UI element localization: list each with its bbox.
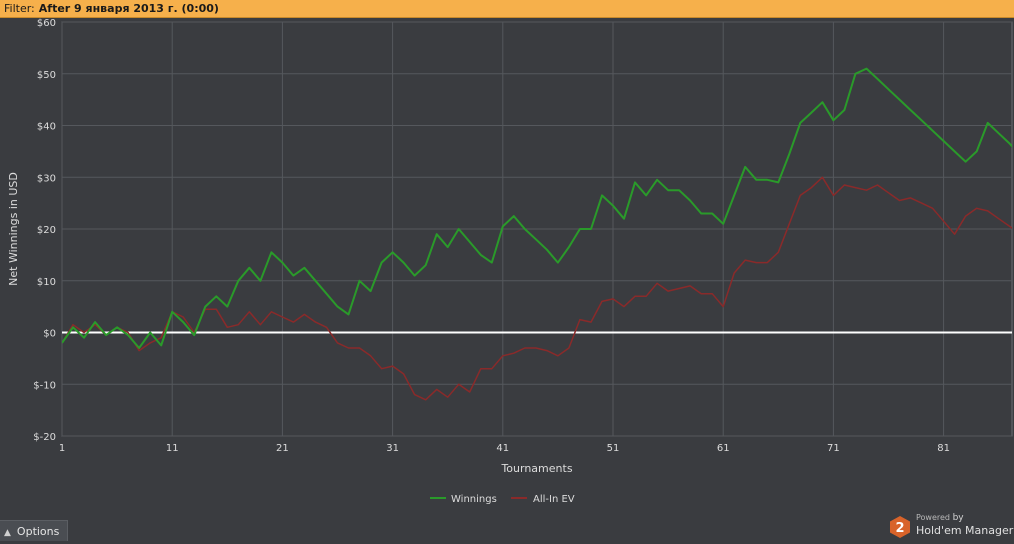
y-axis-ticks: $-20 $-10 $0 $10 $20 $30 $40 $50 $60 bbox=[33, 18, 56, 443]
y-tick-label: $-20 bbox=[33, 432, 56, 443]
x-tick-label: 1 bbox=[59, 443, 65, 454]
svg-text:2: 2 bbox=[895, 521, 904, 536]
product-name: Hold'em Manager bbox=[916, 524, 1014, 537]
x-tick-label: 11 bbox=[166, 443, 179, 454]
x-tick-label: 21 bbox=[276, 443, 289, 454]
y-tick-label: $10 bbox=[37, 277, 56, 288]
options-button[interactable]: ▲ Options bbox=[0, 520, 68, 541]
legend: Winnings All-In EV bbox=[430, 494, 575, 505]
y-tick-label: $20 bbox=[37, 225, 56, 236]
y-tick-label: $50 bbox=[37, 70, 56, 81]
y-tick-label: $30 bbox=[37, 173, 56, 184]
grid-lines bbox=[61, 21, 1012, 437]
filter-bar: Filter: After 9 января 2013 г. (0:00) bbox=[0, 0, 1014, 18]
filter-value[interactable]: After 9 января 2013 г. (0:00) bbox=[38, 2, 219, 15]
options-label: Options bbox=[16, 525, 60, 538]
x-axis-label: Tournaments bbox=[500, 462, 572, 475]
y-axis-label: Net Winnings in USD bbox=[7, 172, 20, 286]
series-lines bbox=[62, 67, 1012, 401]
chevron-up-icon: ▲ bbox=[4, 528, 11, 538]
y-tick-label: $60 bbox=[37, 18, 56, 29]
y-tick-label: $40 bbox=[37, 122, 56, 133]
y-tick-label: $-10 bbox=[33, 380, 56, 391]
x-tick-label: 81 bbox=[937, 443, 950, 454]
winnings-chart: $-20$-10$0$10$20$30$40$50$60 1 11 21 31 41 51… bbox=[7, 18, 1013, 505]
series-line-winnings bbox=[62, 67, 1012, 349]
x-tick-label: 61 bbox=[717, 443, 730, 454]
x-tick-label: 31 bbox=[386, 443, 399, 454]
x-tick-label: 51 bbox=[607, 443, 620, 454]
hem-branding: 2 Powered by Hold'em Manager bbox=[888, 511, 1014, 541]
x-tick-label: 71 bbox=[827, 443, 840, 454]
filter-label: Filter: bbox=[4, 2, 35, 15]
legend-label-allin-ev: All-In EV bbox=[533, 494, 575, 505]
powered-by-text: Powered by bbox=[916, 513, 964, 523]
legend-label-winnings: Winnings bbox=[451, 494, 497, 505]
x-axis-ticks: 1 11 21 31 41 51 61 71 81 bbox=[59, 443, 950, 454]
x-tick-label: 41 bbox=[496, 443, 509, 454]
series-line-allin-ev bbox=[62, 176, 1012, 401]
y-tick-label: $0 bbox=[43, 329, 56, 340]
hem-logo-icon: 2 bbox=[890, 516, 910, 538]
